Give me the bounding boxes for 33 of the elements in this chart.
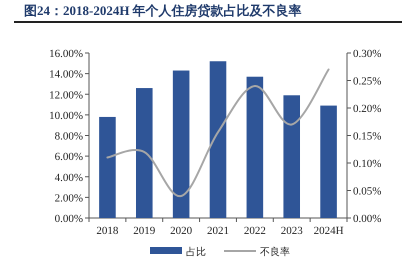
legend-label: 不良率 (260, 246, 290, 258)
bar (320, 106, 337, 218)
x-tick-label: 2022 (244, 225, 266, 237)
y2-tick-label: 0.00% (353, 213, 382, 225)
y-tick-label: 6.00% (54, 151, 83, 164)
x-tick-label: 2020 (170, 225, 193, 237)
x-tick-label: 2024H (314, 225, 344, 237)
y-tick-label: 16.00% (49, 48, 83, 60)
y2-tick-label: 0.20% (353, 103, 382, 115)
y-tick-label: 14.00% (49, 68, 83, 81)
y2-tick-label: 0.25% (353, 76, 382, 88)
y-tick-label: 12.00% (49, 89, 83, 102)
y-tick-label: 0.00% (54, 213, 83, 225)
y2-tick-label: 0.30% (353, 48, 382, 60)
y2-tick-label: 0.05% (353, 186, 382, 198)
bar (283, 95, 300, 218)
bar (99, 116, 116, 218)
bar (210, 61, 226, 218)
y2-tick-label: 0.10% (353, 158, 382, 170)
y-tick-label: 10.00% (49, 110, 83, 122)
x-tick-label: 2023 (280, 225, 304, 237)
y2-tick-label: 0.15% (353, 130, 382, 142)
y-tick-label: 8.00% (54, 130, 83, 142)
legend-label: 占比 (186, 246, 206, 258)
y-tick-label: 4.00% (54, 172, 83, 184)
x-tick-label: 2019 (133, 225, 156, 237)
x-tick-label: 2021 (207, 225, 229, 237)
bar (172, 70, 190, 218)
bar (246, 76, 264, 218)
bar (136, 88, 153, 218)
x-tick-label: 2018 (96, 225, 119, 237)
chart-title: 图24：2018-2024H 年个人住房贷款占比及不良率 (24, 3, 302, 18)
y-tick-label: 2.00% (54, 192, 83, 204)
